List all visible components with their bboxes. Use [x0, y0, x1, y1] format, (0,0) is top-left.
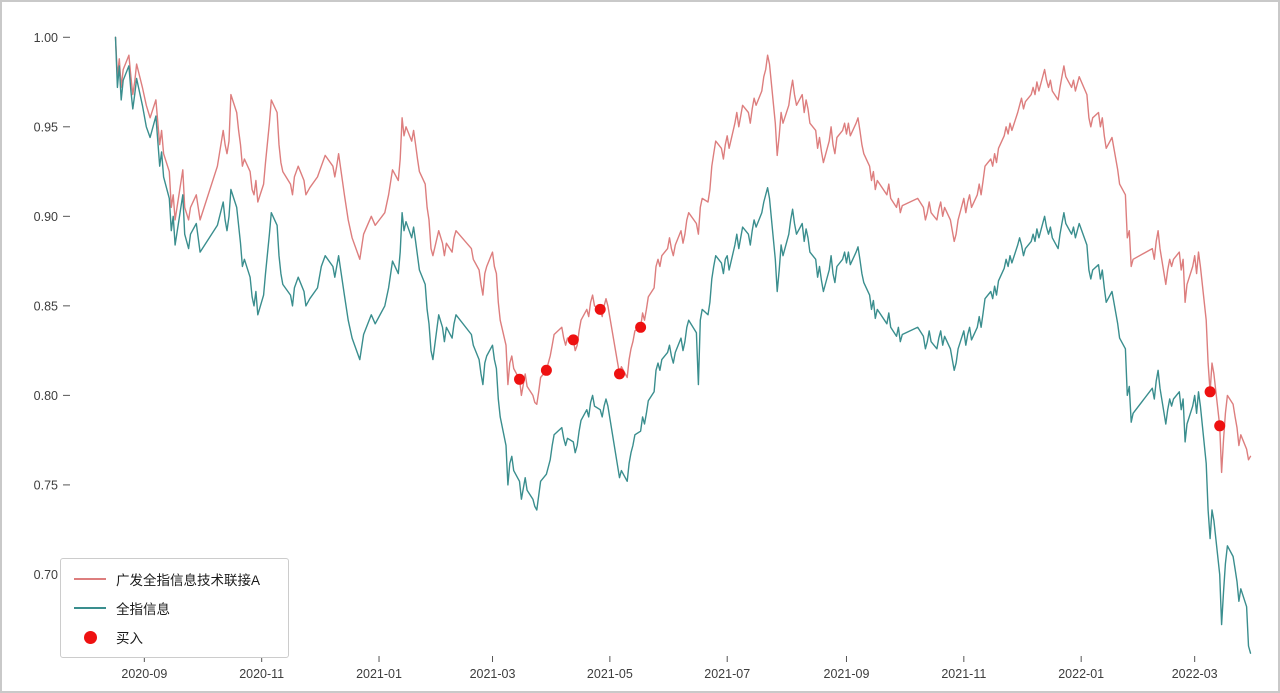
- x-tick-label: 2021-05: [587, 667, 633, 681]
- legend-label-index: 全指信息: [116, 602, 170, 617]
- buy-marker: [1204, 386, 1216, 398]
- legend-item-fund: 广发全指信息技术联接A: [74, 569, 260, 589]
- legend-label-buy: 买入: [116, 631, 143, 646]
- buy-marker: [1214, 420, 1226, 432]
- y-tick-label: 0.90: [34, 210, 58, 224]
- x-tick-label: 2020-11: [239, 667, 284, 681]
- x-tick-label: 2021-11: [941, 667, 986, 681]
- x-tick-label: 2021-03: [470, 667, 516, 681]
- buy-marker: [635, 321, 647, 333]
- y-tick-label: 1.00: [34, 31, 58, 45]
- x-tick-label: 2022-03: [1172, 667, 1218, 681]
- index-line-swatch: [74, 607, 106, 609]
- x-tick-label: 2021-07: [704, 667, 750, 681]
- y-tick-label: 0.95: [34, 120, 58, 134]
- buy-marker: [514, 373, 525, 385]
- fund-line-swatch: [74, 578, 106, 580]
- buy-marker: [594, 303, 606, 315]
- buy-marker: [567, 334, 579, 346]
- legend-item-buy: 买入: [74, 627, 260, 647]
- x-tick-label: 2021-01: [356, 667, 402, 681]
- buy-marker-swatch: [83, 630, 97, 644]
- x-tick-label: 2021-09: [824, 667, 870, 681]
- legend-label-fund: 广发全指信息技术联接A: [116, 573, 261, 588]
- y-tick-label: 0.75: [34, 478, 58, 492]
- y-tick-label: 0.85: [34, 299, 58, 313]
- series-line-0: [114, 36, 1252, 474]
- legend: 广发全指信息技术联接A 全指信息 买入: [60, 558, 290, 658]
- x-tick-label: 2022-01: [1058, 667, 1104, 681]
- y-tick-label: 0.80: [34, 389, 58, 403]
- buy-marker: [540, 364, 552, 376]
- x-tick-label: 2020-09: [121, 667, 167, 681]
- buy-marker: [614, 368, 625, 380]
- series-line-1: [114, 36, 1252, 654]
- y-tick-label: 0.70: [34, 568, 58, 582]
- legend-item-index: 全指信息: [74, 598, 260, 618]
